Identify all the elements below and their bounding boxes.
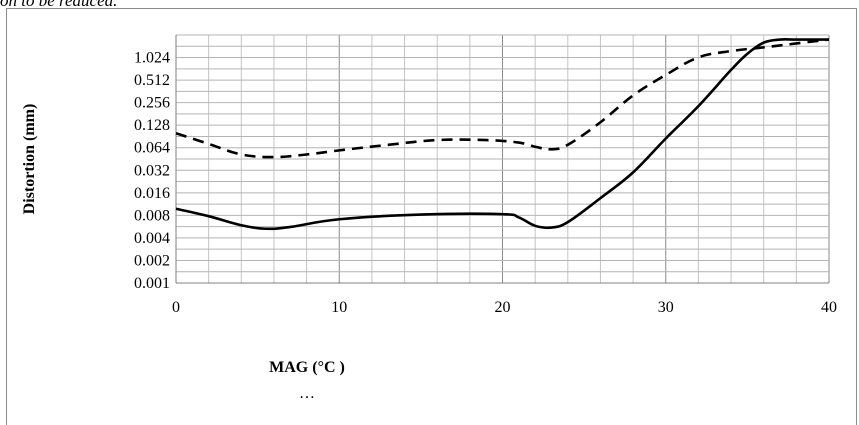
- x-tick-label: 10: [331, 299, 347, 316]
- series: [175, 38, 830, 231]
- series-line-dashed: [175, 38, 830, 159]
- y-tick-label: 0.004: [134, 230, 170, 247]
- x-tick-label: 30: [658, 299, 674, 316]
- y-tick-label: 0.128: [134, 117, 170, 134]
- x-tick-label: 0: [172, 299, 180, 316]
- y-axis-title: Distortion (mm): [21, 104, 38, 215]
- figure-frame: [6, 8, 857, 425]
- axes: [175, 35, 829, 284]
- x-tick-label: 40: [821, 299, 837, 316]
- y-tick-label: 1.024: [134, 50, 170, 67]
- y-tick-label: 0.256: [134, 95, 170, 112]
- y-tick-label: 0.064: [134, 140, 170, 157]
- x-axis-title: MAG (°C ): [269, 359, 345, 376]
- y-tick-label: 0.032: [134, 162, 170, 179]
- ellipsis-text: …: [299, 385, 315, 402]
- tick-labels: 0.001 0.002 0.004 0.008 0.016 0.032 0.064 0.128…: [134, 50, 837, 316]
- y-tick-label: 0.002: [134, 252, 170, 269]
- y-tick-label: 0.512: [134, 72, 170, 89]
- y-tick-label: 0.001: [134, 275, 170, 292]
- grid: [176, 34, 830, 283]
- y-tick-label: 0.016: [134, 185, 170, 202]
- x-tick-label: 20: [495, 299, 511, 316]
- caption-fragment: on to be reduced.: [0, 0, 118, 10]
- y-tick-label: 0.008: [134, 207, 170, 224]
